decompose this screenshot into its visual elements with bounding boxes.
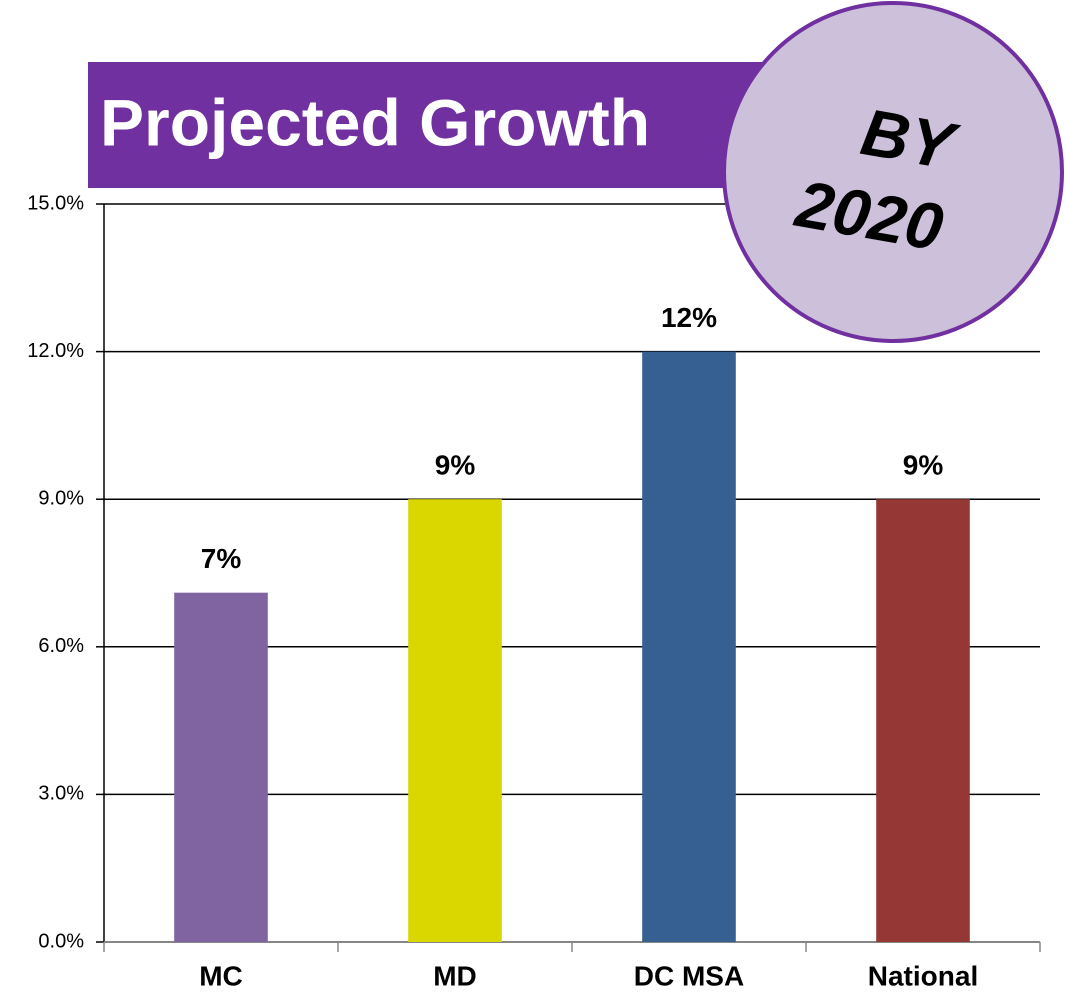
chart-title: Projected Growth <box>100 85 650 159</box>
data-label: 12% <box>661 302 717 333</box>
y-tick-label: 9.0% <box>38 487 84 509</box>
data-label: 9% <box>435 450 476 481</box>
y-tick-label: 6.0% <box>38 635 84 657</box>
badge <box>722 1 1064 343</box>
bar <box>642 351 736 943</box>
bar <box>174 592 268 942</box>
y-tick-label: 0.0% <box>38 930 84 952</box>
title-box <box>88 62 768 188</box>
y-tick-label: 3.0% <box>38 783 84 805</box>
bar <box>408 499 502 942</box>
data-label: 7% <box>201 543 242 574</box>
x-tick-label: DC MSA <box>634 960 744 991</box>
bar <box>876 499 970 942</box>
x-tick-label: National <box>868 960 978 991</box>
data-label: 9% <box>903 450 944 481</box>
y-tick-label: 12.0% <box>27 340 84 362</box>
y-tick-label: 15.0% <box>27 192 84 214</box>
x-tick-label: MC <box>199 960 243 991</box>
x-tick-label: MD <box>433 960 477 991</box>
annotation: BY <box>856 94 964 184</box>
